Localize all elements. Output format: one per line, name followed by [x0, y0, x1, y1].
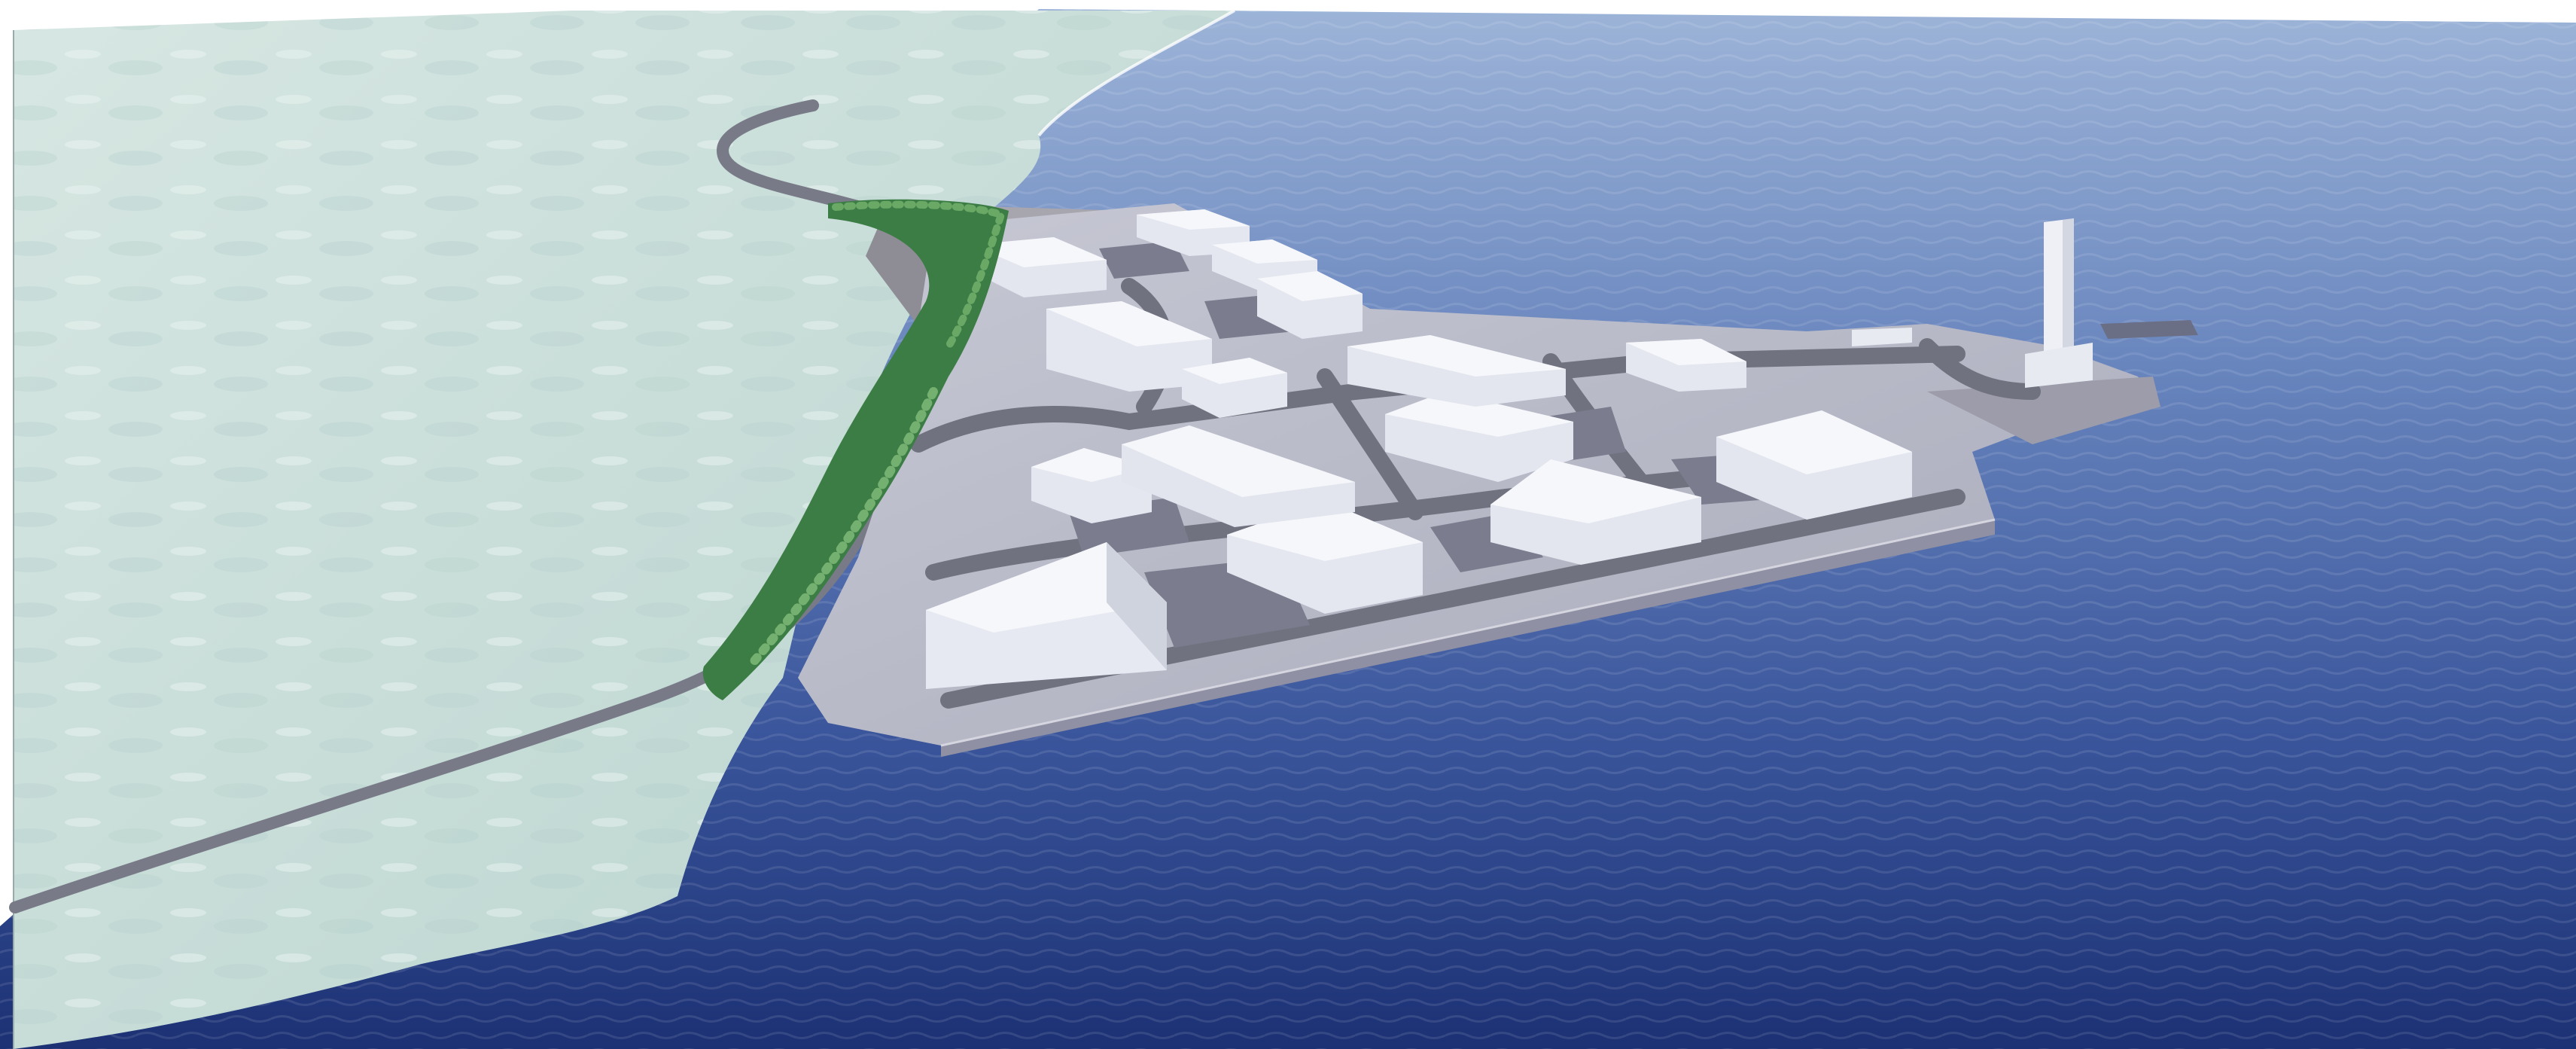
- buildings: [926, 209, 1912, 689]
- building-warehouse-b: [1227, 501, 1423, 614]
- building-block-n: [1347, 335, 1566, 407]
- building-block-o: [1626, 339, 1746, 392]
- building-block-e: [1385, 392, 1573, 482]
- building-shed: [1852, 328, 1912, 346]
- building-block-m: [1257, 271, 1363, 339]
- quay-edge: [940, 518, 1996, 747]
- tree-belt: [702, 199, 1009, 701]
- building-block-i: [1046, 301, 1212, 392]
- tower: [2025, 218, 2093, 388]
- building-block-f: [1490, 459, 1701, 565]
- pier: [2100, 320, 2198, 339]
- building-warehouse-a: [926, 542, 1167, 689]
- building-block-j: [1182, 358, 1287, 418]
- building-block-h: [971, 237, 1107, 297]
- building-block-d: [1122, 425, 1355, 527]
- building-block-g: [1716, 410, 1912, 520]
